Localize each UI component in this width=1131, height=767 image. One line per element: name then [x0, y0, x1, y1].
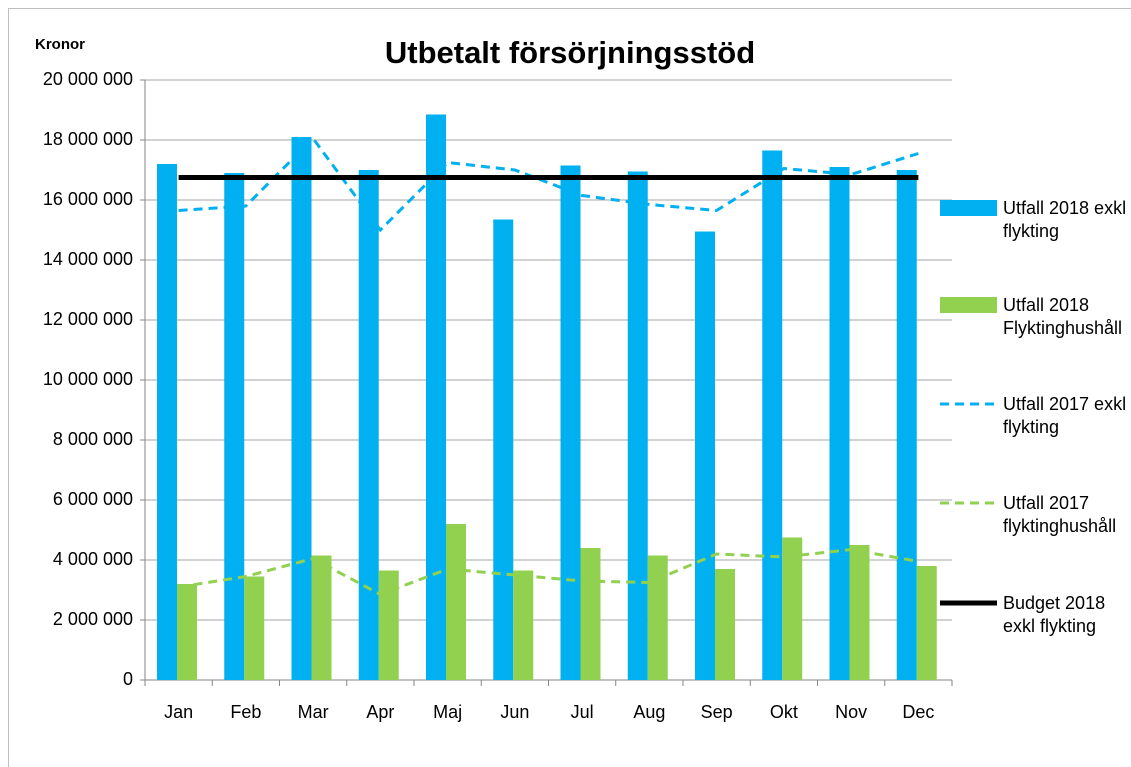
- bar: [311, 555, 332, 680]
- y-tick-label: 8 000 000: [53, 429, 133, 449]
- x-tick-label: Mar: [298, 702, 329, 722]
- x-tick-label: Dec: [902, 702, 934, 722]
- bar: [224, 173, 245, 680]
- y-tick-label: 0: [123, 669, 133, 689]
- legend-swatch: [940, 297, 997, 313]
- y-axis-label: Kronor: [35, 36, 85, 53]
- y-tick-label: 18 000 000: [43, 129, 133, 149]
- x-tick-label: Maj: [433, 702, 462, 722]
- x-tick-label: Sep: [701, 702, 733, 722]
- bar: [244, 576, 265, 680]
- chart-title: Utbetalt försörjningsstöd: [385, 35, 755, 70]
- bar: [647, 555, 668, 680]
- bar: [715, 569, 735, 680]
- bar: [291, 137, 312, 680]
- x-tick-label: Jul: [571, 702, 594, 722]
- y-tick-label: 4 000 000: [53, 549, 133, 569]
- line-series: [178, 547, 919, 597]
- legend-label: Utfall 2017 flyktinghushåll: [1003, 493, 1117, 536]
- bar: [627, 171, 648, 680]
- bar: [782, 537, 803, 680]
- x-tick-label: Aug: [633, 702, 665, 722]
- x-tick-label: Apr: [366, 702, 394, 722]
- bar: [762, 150, 783, 680]
- bar: [829, 167, 850, 680]
- x-tick-label: Feb: [230, 702, 261, 722]
- bar: [177, 584, 197, 680]
- y-tick-label: 2 000 000: [53, 609, 133, 629]
- legend-label: Budget 2018 exkl flykting: [1003, 593, 1106, 636]
- y-tick-label: 16 000 000: [43, 189, 133, 209]
- legend-label: Utfall 2018 exkl flykting: [1003, 198, 1127, 241]
- bar: [446, 524, 466, 680]
- y-tick-label: 12 000 000: [43, 309, 133, 329]
- bar: [849, 545, 870, 680]
- bar: [580, 548, 601, 680]
- bar: [916, 566, 937, 680]
- bar: [157, 164, 177, 680]
- y-tick-label: 6 000 000: [53, 489, 133, 509]
- legend-label: Utfall 2018 Flyktinghushåll: [1003, 295, 1123, 338]
- x-tick-label: Jan: [164, 702, 193, 722]
- x-tick-label: Jun: [500, 702, 529, 722]
- y-tick-label: 10 000 000: [43, 369, 133, 389]
- chart-border: [8, 8, 1131, 767]
- bar: [358, 170, 379, 680]
- bar: [896, 170, 917, 680]
- bar: [493, 219, 514, 680]
- line-series: [178, 136, 919, 233]
- bar: [426, 114, 446, 680]
- bar: [378, 570, 399, 680]
- legend-label: Utfall 2017 exkl flykting: [1003, 394, 1127, 437]
- legend-swatch: [940, 200, 997, 216]
- y-tick-label: 14 000 000: [43, 249, 133, 269]
- x-tick-label: Nov: [835, 702, 867, 722]
- bar: [560, 165, 581, 680]
- y-tick-label: 20 000 000: [43, 69, 133, 89]
- bar: [695, 231, 715, 680]
- bar: [513, 570, 534, 680]
- x-tick-label: Okt: [770, 702, 798, 722]
